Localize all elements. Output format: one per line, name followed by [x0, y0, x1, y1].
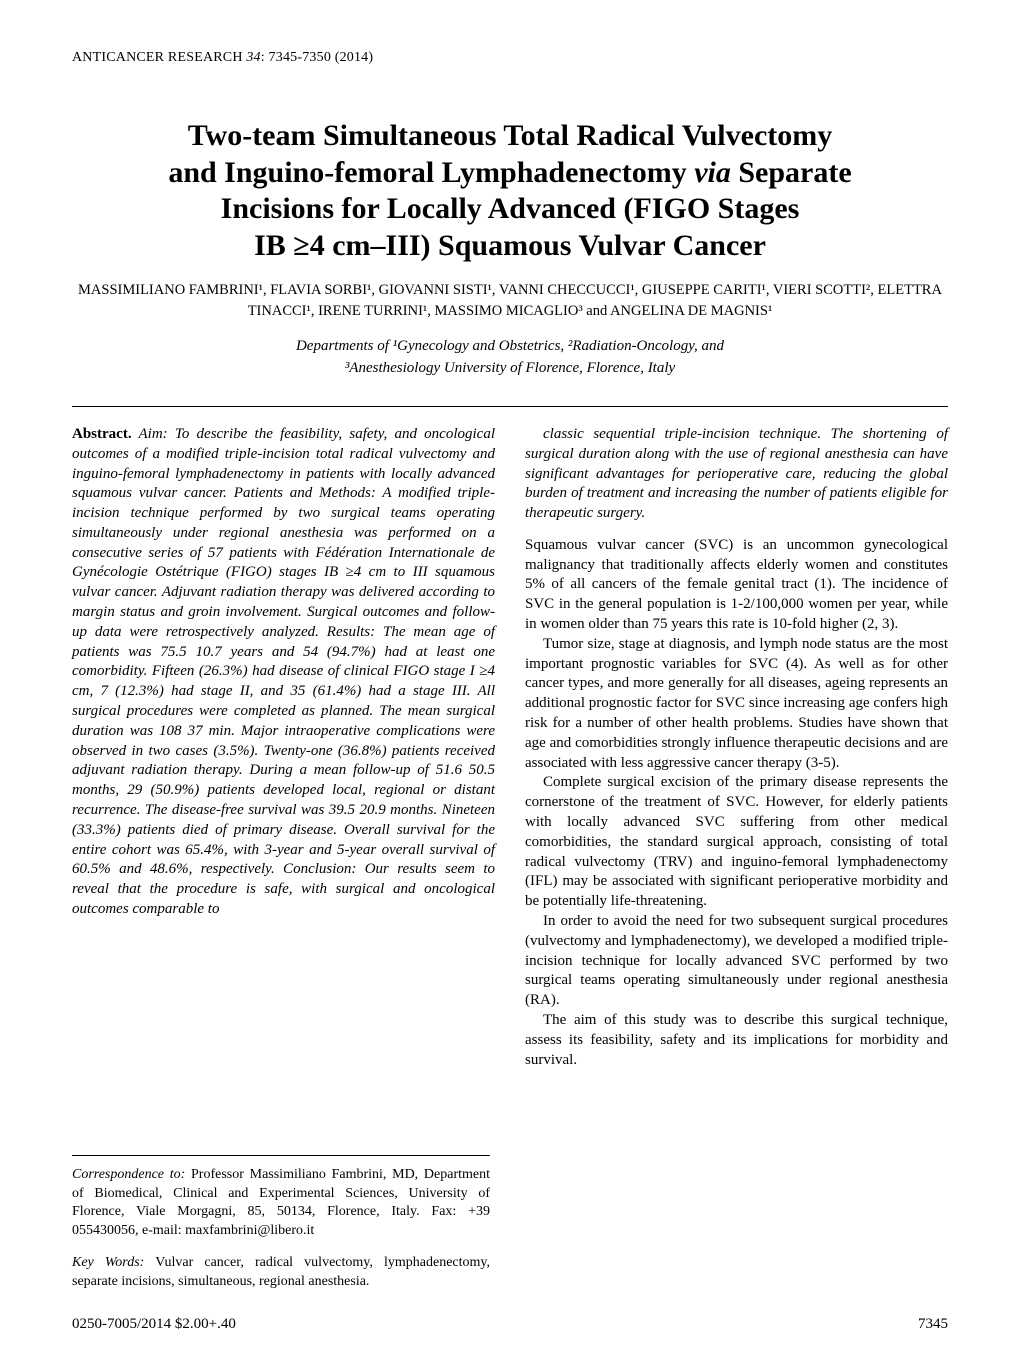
intro-para-4: In order to avoid the need for two subse…	[525, 912, 948, 1011]
keywords: Key Words: Vulvar cancer, radical vulvec…	[72, 1254, 490, 1291]
running-head: ANTICANCER RESEARCH 34: 7345-7350 (2014)	[72, 50, 948, 66]
intro-para-5: The aim of this study was to describe th…	[525, 1011, 948, 1070]
title-line-2-ital: via	[694, 156, 731, 189]
page-footer: 0250-7005/2014 $2.00+.40 7345	[72, 1316, 948, 1333]
running-head-pages: : 7345-7350 (2014)	[261, 50, 373, 65]
page: ANTICANCER RESEARCH 34: 7345-7350 (2014)…	[0, 0, 1020, 1359]
intro-para-3: Complete surgical excision of the primar…	[525, 773, 948, 912]
running-head-volume: 34	[246, 50, 260, 65]
title-line-4: IB ≥4 cm–III) Squamous Vulvar Cancer	[254, 229, 766, 262]
title-line-2c: Separate	[731, 156, 852, 189]
intro-para-1: Squamous vulvar cancer (SVC) is an uncom…	[525, 536, 948, 635]
correspondence-block: Correspondence to: Professor Massimilian…	[72, 1155, 490, 1291]
abstract-label: Abstract.	[72, 426, 132, 442]
correspondence-label: Correspondence to:	[72, 1167, 185, 1182]
affiliations: Departments of ¹Gynecology and Obstetric…	[72, 336, 948, 380]
footer-page-number: 7345	[918, 1316, 948, 1333]
author-list: MASSIMILIANO FAMBRINI¹, FLAVIA SORBI¹, G…	[72, 280, 948, 322]
article-title: Two-team Simultaneous Total Radical Vulv…	[90, 118, 930, 264]
correspondence-rule	[72, 1155, 490, 1156]
affil-line-1: Departments of ¹Gynecology and Obstetric…	[296, 338, 724, 354]
abstract: Abstract. Aim: To describe the feasibili…	[72, 425, 495, 920]
intro-para-2: Tumor size, stage at diagnosis, and lymp…	[525, 635, 948, 774]
header-rule	[72, 406, 948, 407]
title-line-1: Two-team Simultaneous Total Radical Vulv…	[188, 119, 833, 152]
title-line-3: Incisions for Locally Advanced (FIGO Sta…	[221, 192, 800, 225]
abstract-continued: classic sequential triple-incision techn…	[525, 425, 948, 524]
keywords-label: Key Words:	[72, 1255, 144, 1270]
body-columns: Abstract. Aim: To describe the feasibili…	[72, 425, 948, 1071]
abstract-text: Aim: To describe the feasibility, safety…	[72, 426, 495, 917]
footer-left: 0250-7005/2014 $2.00+.40	[72, 1316, 236, 1333]
affil-line-2: ³Anesthesiology University of Florence, …	[345, 360, 675, 376]
running-head-journal: ANTICANCER RESEARCH	[72, 50, 246, 65]
title-line-2a: and Inguino-femoral Lymphadenectomy	[168, 156, 694, 189]
correspondence: Correspondence to: Professor Massimilian…	[72, 1166, 490, 1240]
